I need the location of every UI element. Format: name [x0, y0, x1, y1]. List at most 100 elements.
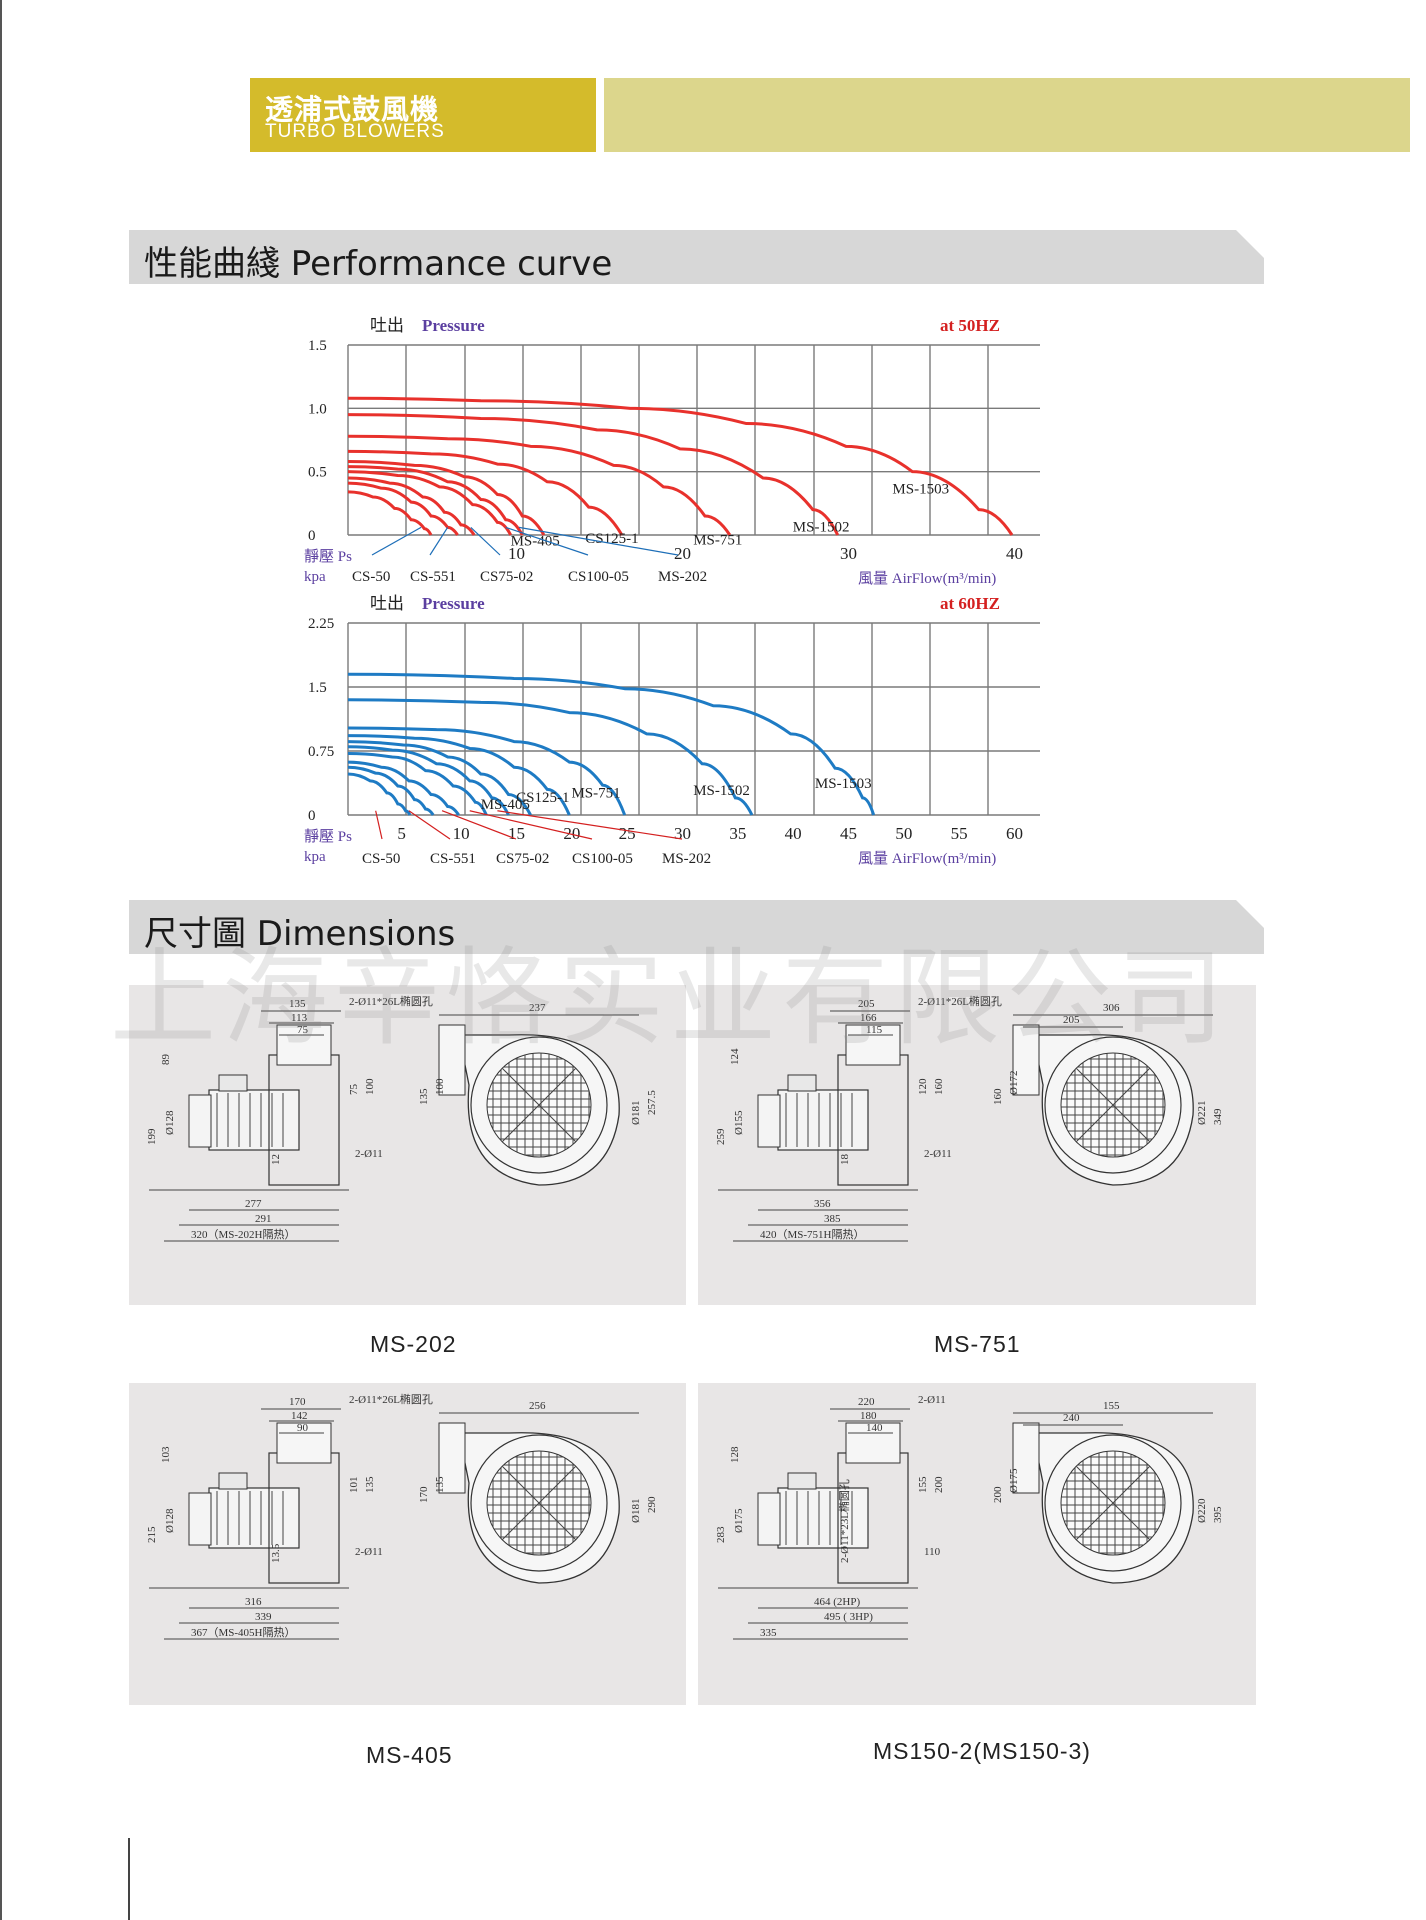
- x-tick-label: 10: [453, 824, 470, 843]
- x-axis-title: 風量 AirFlow(m³/min): [858, 851, 996, 867]
- pointer-label: MS-202: [662, 851, 711, 867]
- pointer-line: [430, 527, 448, 555]
- hole-note: 2-Ø11: [924, 1148, 952, 1160]
- y-tick-label: 0: [308, 528, 316, 544]
- chart-frequency-label: at 50HZ: [940, 316, 1000, 335]
- x-tick-label: 25: [619, 824, 636, 843]
- dimension-value: 395: [1212, 1506, 1224, 1523]
- x-tick-label: 35: [729, 824, 746, 843]
- y-tick-label: 0.5: [308, 465, 327, 481]
- dimension-value: 339: [255, 1611, 272, 1623]
- curve-label: MS-751: [571, 785, 620, 801]
- dimension-value: 90: [297, 1422, 309, 1434]
- hole-note: 110: [924, 1546, 941, 1558]
- y-axis-title-en: Pressure: [422, 594, 485, 613]
- pointer-label: CS75-02: [496, 851, 549, 867]
- motor-body: [209, 1488, 299, 1548]
- dimension-value: 140: [866, 1422, 883, 1434]
- x-tick-label: 60: [1006, 824, 1023, 843]
- header-banner-light: [604, 78, 1410, 152]
- dimension-value: Ø128: [164, 1508, 176, 1533]
- caption-ms-405: MS-405: [366, 1742, 453, 1769]
- dimension-value: 160: [933, 1078, 945, 1095]
- dimension-value: 283: [715, 1526, 727, 1543]
- dimension-value: Ø128: [164, 1110, 176, 1135]
- drawing-panel-ms-405: 170 142 90 2-Ø11*26L椭圆孔 103 Ø128 215 101 135 13.5…: [129, 1383, 686, 1705]
- dimension-value: Ø155: [733, 1110, 745, 1135]
- dimension-value: 100: [364, 1078, 376, 1095]
- dimension-value: Ø175: [733, 1508, 745, 1533]
- performance-chart-60hz: 2.25 1.5 0.75 0 5 10 15 20 25 30 35 40 45 50 55 60 吐出 Pre…: [290, 593, 1050, 873]
- y-axis-title-zh: 吐出: [370, 316, 404, 335]
- pointer-label: CS100-05: [572, 851, 633, 867]
- dimension-drawing-ms-405: 170142902-Ø11*26L椭圆孔103Ø128215101 13513.5…: [129, 1383, 686, 1705]
- motor-end-cap: [758, 1095, 780, 1147]
- curve-label: MS-1502: [693, 783, 750, 799]
- x-tick-label: 40: [785, 824, 802, 843]
- pointer-label: CS-551: [430, 851, 476, 867]
- dimension-value: Ø221: [1196, 1101, 1208, 1125]
- dimension-value: Ø172: [1008, 1071, 1020, 1095]
- y-tick-label: 0.75: [308, 744, 334, 760]
- pointer-line: [471, 527, 500, 555]
- dimension-value: 135: [364, 1476, 376, 1493]
- pressure-unit-label: kpa: [304, 849, 326, 865]
- x-tick-label: 45: [840, 824, 857, 843]
- curve-label: MS-1503: [892, 482, 949, 498]
- page-corner-mark: [128, 1838, 130, 1920]
- x-tick-label: 50: [895, 824, 912, 843]
- curve-label: MS-751: [693, 532, 742, 548]
- dimension-value: 356: [814, 1198, 831, 1210]
- y-tick-label: 0: [308, 808, 316, 824]
- curve-label: MS-1502: [793, 520, 850, 536]
- dimension-value: 120: [917, 1078, 929, 1095]
- terminal-box: [219, 1075, 247, 1091]
- terminal-box: [788, 1075, 816, 1091]
- motor-end-cap: [189, 1493, 211, 1545]
- curve-label: MS-405: [511, 533, 560, 549]
- pointer-label: MS-202: [658, 569, 707, 585]
- dimension-value: Ø181: [630, 1101, 642, 1125]
- dimension-value: 135: [434, 1476, 446, 1493]
- curve-cs-50: [348, 774, 410, 815]
- dimension-value: 290: [646, 1496, 658, 1513]
- dimension-value: 75: [348, 1084, 360, 1096]
- dimension-value: 101: [348, 1477, 360, 1494]
- dimension-value: 320（MS-202H隔热）: [191, 1228, 296, 1241]
- chart-frequency-label: at 60HZ: [940, 594, 1000, 613]
- pointer-label: CS-50: [352, 569, 390, 585]
- pointer-label: CS100-05: [568, 569, 629, 585]
- motor-body: [778, 1488, 868, 1548]
- pointer-label: CS-50: [362, 851, 400, 867]
- dimension-value: 155: [1103, 1400, 1120, 1412]
- dimension-value: 335: [760, 1627, 777, 1639]
- x-tick-label: 20: [674, 544, 691, 563]
- drawing-panel-ms150: 220 180 140 2-Ø11 128 Ø175 283 155 200 2-Ø11*23L椭…: [698, 1383, 1256, 1705]
- dimension-value: 128: [729, 1446, 741, 1463]
- hole-note: 2-Ø11*26L椭圆孔: [349, 1392, 433, 1406]
- dimension-value: 316: [245, 1596, 262, 1608]
- pointer-label: CS75-02: [480, 569, 533, 585]
- dimension-value: 13.5: [270, 1543, 282, 1563]
- caption-ms-751: MS-751: [934, 1331, 1021, 1358]
- dimension-value: 100: [434, 1078, 446, 1095]
- y-tick-label: 2.25: [308, 616, 334, 632]
- dimension-value: 200: [992, 1486, 1004, 1503]
- dimension-value: 367（MS-405H隔热）: [191, 1626, 296, 1639]
- dimension-value: 135: [418, 1088, 430, 1105]
- static-pressure-label: 靜壓 Ps: [304, 828, 352, 845]
- caption-ms-202: MS-202: [370, 1331, 457, 1358]
- curve-label: MS-405: [481, 797, 530, 813]
- hole-note: 2-Ø11: [355, 1546, 383, 1558]
- pointer-label: CS-551: [410, 569, 456, 585]
- dimension-value: 170: [289, 1396, 306, 1408]
- caption-ms150: MS150-2(MS150-3): [873, 1738, 1091, 1765]
- pointer-line: [372, 527, 421, 555]
- dimension-value: 349: [1212, 1108, 1224, 1125]
- static-pressure-label: 靜壓 Ps: [304, 548, 352, 565]
- curve-cs75-02: [348, 478, 474, 535]
- x-tick-label: 5: [397, 824, 406, 843]
- dimension-value: 257.5: [646, 1090, 658, 1115]
- dimension-value: Ø175: [1008, 1468, 1020, 1493]
